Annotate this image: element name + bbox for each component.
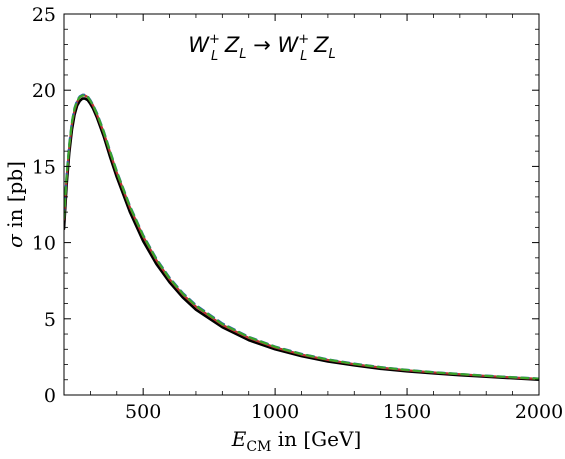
y-tick-label: 15 — [32, 156, 56, 178]
x-axis-title-sub: CM — [246, 439, 271, 455]
y-axis-title-main: σ — [3, 233, 27, 248]
chart-title: W+ L ZL → W+ L ZL — [188, 32, 335, 64]
y-tick-label: 5 — [44, 309, 56, 331]
y-tick-label: 0 — [44, 385, 56, 407]
x-tick-label: 1500 — [383, 401, 431, 423]
title-sub: L — [211, 49, 218, 64]
x-axis-title-main: E — [231, 427, 247, 451]
title-part: W — [277, 33, 299, 57]
x-axis-title-rest: in [GeV] — [271, 427, 361, 451]
y-tick-label: 20 — [32, 80, 56, 102]
title-part: Z — [307, 33, 329, 57]
y-axis-title-rest: in [pb] — [3, 161, 27, 234]
title-part: Z — [218, 33, 240, 57]
title-part: → — [247, 33, 278, 57]
x-tick-label: 2000 — [515, 401, 563, 423]
title-part: W — [188, 33, 210, 57]
series-line-4 — [64, 94, 539, 380]
x-tick-label: 1000 — [251, 401, 299, 423]
title-sub: L — [300, 49, 307, 64]
x-axis-title: ECM in [GeV] — [231, 427, 362, 455]
series-layer — [64, 93, 539, 382]
title-sub: L — [328, 47, 335, 62]
title-sub: L — [239, 47, 246, 62]
title-sup: + — [298, 32, 309, 47]
y-tick-label: 10 — [32, 233, 56, 255]
y-tick-label: 25 — [32, 4, 56, 26]
series-line-1 — [64, 97, 539, 382]
title-sup: + — [209, 32, 220, 47]
ticks-layer: 500 1000 1500 2000 0 5 10 15 20 25 — [32, 4, 563, 423]
y-axis-title: σ in [pb] — [3, 161, 27, 248]
x-tick-label: 500 — [125, 401, 161, 423]
